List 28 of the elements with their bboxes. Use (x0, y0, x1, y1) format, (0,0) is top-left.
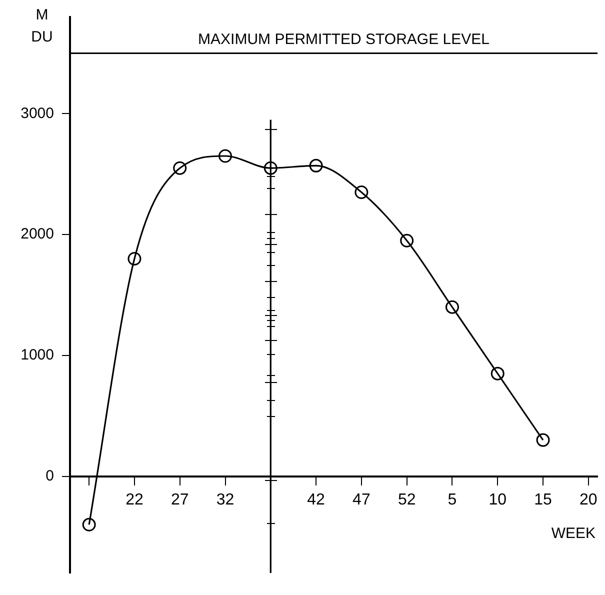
x-tick-label: 42 (307, 491, 326, 508)
x-tick-label: 10 (488, 491, 507, 508)
y-tick-label: 1000 (20, 346, 54, 364)
y-tick-label: 3000 (20, 104, 54, 122)
point (82, 518, 96, 532)
point (400, 234, 414, 248)
point (354, 186, 368, 200)
point (309, 158, 323, 172)
x-axis-title: WEEK (551, 524, 596, 542)
point (218, 149, 232, 163)
x-tick-label: 52 (398, 491, 416, 508)
point (536, 433, 550, 447)
x-tick-label: 47 (352, 491, 370, 508)
x-tick-label: 15 (534, 491, 552, 508)
y-axis-title: M DU (31, 6, 53, 46)
x-tick-label: 27 (170, 491, 189, 508)
ref-line-label: MAXIMUM PERMITTED STORAGE LEVEL (198, 30, 490, 48)
y-tick-label: 2000 (20, 226, 54, 243)
point (490, 366, 504, 380)
point (445, 300, 459, 314)
x-tick-label: 32 (216, 491, 234, 508)
x-tick-label: 5 (448, 491, 457, 508)
x-tick-label: 20 (580, 491, 598, 508)
point (128, 252, 142, 266)
point (173, 161, 187, 175)
x-tick-label: 22 (126, 491, 144, 508)
point (264, 161, 278, 175)
y-tick-label: 0 (46, 467, 54, 484)
